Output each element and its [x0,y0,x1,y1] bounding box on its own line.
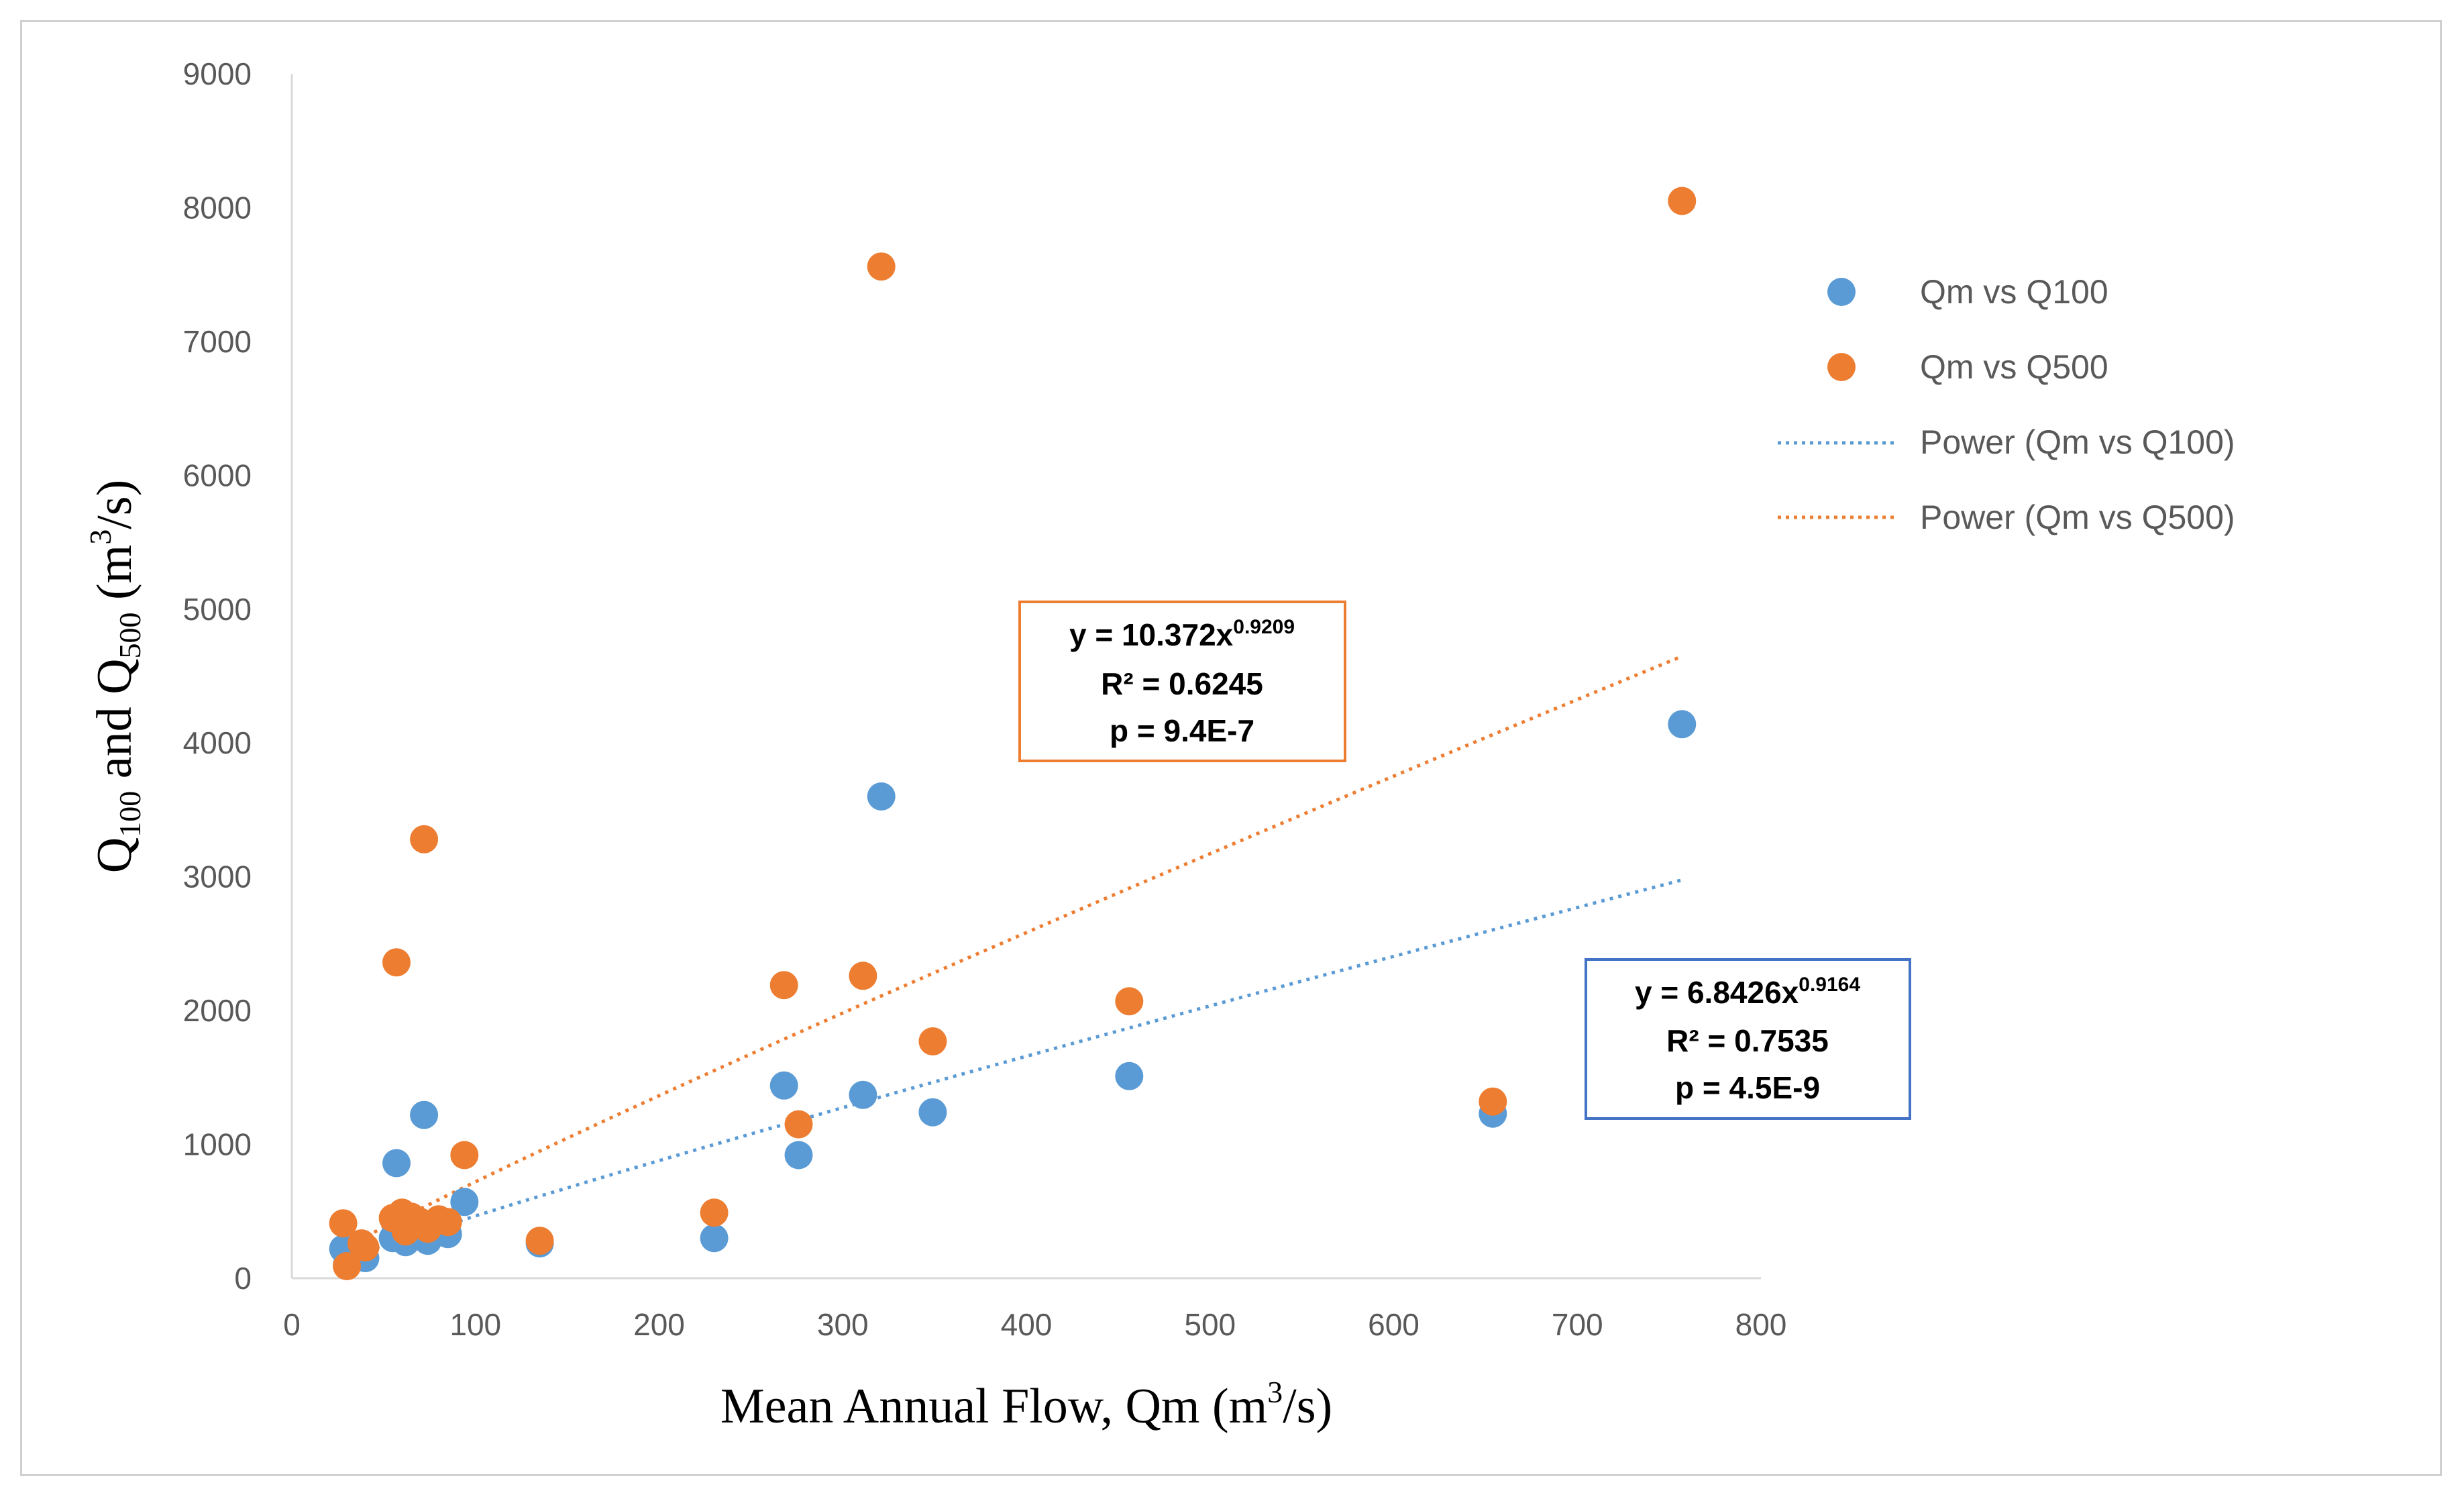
x-axis-title-sup: 3 [1267,1375,1283,1409]
legend-marker-q500 [1827,353,1856,381]
point-q100 [1115,1061,1144,1090]
point-q500 [769,971,798,1000]
point-q500 [849,962,877,990]
point-q500 [433,1208,462,1237]
point-q500 [410,825,439,853]
point-q500 [525,1227,554,1255]
axes [290,74,1761,1280]
y-tick-label: 6000 [183,458,252,493]
point-q500 [351,1233,380,1262]
x-tick-label: 100 [449,1307,501,1342]
point-q500 [329,1209,358,1238]
point-q100 [867,782,896,811]
legend-label-q500: Qm vs Q500 [1920,348,2108,386]
point-q100 [784,1141,813,1170]
point-q100 [769,1071,798,1100]
y-tick-label: 0 [234,1261,252,1296]
point-q500 [450,1141,479,1170]
equation-q100: y = 6.8426x0.9164 [1635,974,1860,1010]
point-q100 [918,1098,947,1127]
point-q500 [784,1110,813,1139]
point-q500 [1668,187,1697,215]
equation-q100-exponent: 0.9164 [1799,974,1860,996]
data-points [329,187,1697,1280]
point-q500 [333,1252,362,1280]
point-q100 [410,1100,439,1129]
x-tick-label: 200 [633,1307,685,1342]
y-tick-labels: 0 1000 2000 3000 4000 5000 6000 7000 8000 9000 [183,56,252,1296]
legend-label-power-q100: Power (Qm vs Q100) [1920,423,2235,461]
legend-label-q100: Qm vs Q100 [1920,273,2108,311]
p-value-q500: p = 9.4E-7 [1110,713,1254,748]
y-tick-label: 7000 [183,324,252,359]
x-tick-label: 600 [1368,1307,1420,1342]
point-q100 [450,1188,479,1216]
equation-box-q100: y = 6.8426x0.9164 R² = 0.7535 p = 4.5E-9 [1585,958,1911,1120]
legend-label-power-q500: Power (Qm vs Q500) [1920,499,2235,536]
legend: Qm vs Q100 Qm vs Q500 Power (Qm vs Q100)… [1778,273,2235,536]
x-tick-label: 0 [283,1307,301,1342]
p-value-q100: p = 4.5E-9 [1675,1070,1820,1105]
point-q500 [382,948,411,977]
point-q500 [700,1198,729,1227]
legend-marker-q100 [1827,278,1856,306]
x-axis-title: Mean Annual Flow, Qm (m3/s) [720,1375,1332,1434]
x-tick-label: 700 [1552,1307,1603,1342]
equation-q500-exponent: 0.9209 [1233,616,1295,638]
trendline-q500 [342,654,1683,1250]
y-axis-title-sup: 3 [83,529,117,545]
y-tick-label: 5000 [183,592,252,627]
trendline-q100 [342,878,1682,1261]
equation-q500: y = 10.372x0.9209 [1069,616,1295,652]
point-q500 [1479,1087,1507,1116]
point-q500 [867,252,896,281]
y-tick-label: 4000 [183,725,252,760]
point-q100 [849,1080,877,1109]
point-q100 [700,1224,729,1253]
point-q100 [1668,710,1697,739]
x-tick-labels: 0 100 200 300 400 500 600 700 800 [283,1307,1786,1342]
x-tick-label: 400 [1001,1307,1053,1342]
equation-box-q500-border [1018,601,1346,762]
trendlines [342,654,1683,1261]
point-q100 [382,1149,411,1178]
y-tick-label: 3000 [183,860,252,894]
equation-box-q100-border [1585,958,1911,1120]
x-tick-label: 800 [1735,1307,1787,1342]
r2-q500: R² = 0.6245 [1101,666,1263,701]
x-tick-label: 500 [1184,1307,1236,1342]
y-axis-title-sub2: 500 [113,612,147,658]
y-axis-title: Q100 and Q500 (m3/s) [83,480,147,873]
equation-box-q500: y = 10.372x0.9209 R² = 0.6245 p = 9.4E-7 [1018,601,1346,762]
y-tick-label: 2000 [183,993,252,1028]
y-tick-label: 9000 [183,56,252,91]
r2-q100: R² = 0.7535 [1666,1023,1829,1058]
y-axis-title-sub1: 100 [113,791,147,837]
x-tick-label: 300 [817,1307,869,1342]
point-q500 [918,1027,947,1055]
y-tick-label: 1000 [183,1127,252,1162]
point-q500 [1115,987,1144,1016]
y-tick-label: 8000 [183,190,252,225]
